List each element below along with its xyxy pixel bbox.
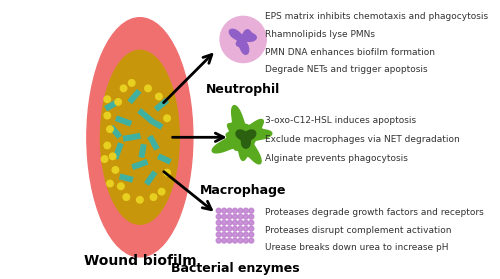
Ellipse shape <box>87 18 193 257</box>
Circle shape <box>222 220 226 225</box>
Circle shape <box>227 232 232 237</box>
Circle shape <box>102 156 108 162</box>
Circle shape <box>232 220 237 225</box>
Circle shape <box>249 220 254 225</box>
Circle shape <box>238 208 243 213</box>
Circle shape <box>227 220 232 225</box>
Ellipse shape <box>100 50 180 224</box>
Circle shape <box>110 153 116 160</box>
Circle shape <box>106 180 113 187</box>
Circle shape <box>128 80 135 86</box>
Circle shape <box>244 232 248 237</box>
Circle shape <box>244 220 248 225</box>
Circle shape <box>158 188 165 195</box>
Circle shape <box>244 226 248 231</box>
Circle shape <box>156 93 162 100</box>
Circle shape <box>112 167 118 173</box>
Text: Bacterial enzymes: Bacterial enzymes <box>170 262 300 275</box>
Text: Neutrophil: Neutrophil <box>206 83 281 96</box>
Circle shape <box>118 183 124 189</box>
Text: Exclude macrophages via NET degradation: Exclude macrophages via NET degradation <box>265 134 460 144</box>
Polygon shape <box>212 105 272 164</box>
Text: EPS matrix inhibits chemotaxis and phagocytosis: EPS matrix inhibits chemotaxis and phago… <box>265 12 488 21</box>
Polygon shape <box>131 159 148 170</box>
Circle shape <box>104 96 110 102</box>
Circle shape <box>232 226 237 231</box>
Circle shape <box>249 232 254 237</box>
Circle shape <box>145 85 152 92</box>
Circle shape <box>106 126 113 133</box>
Circle shape <box>238 226 243 231</box>
Circle shape <box>244 214 248 219</box>
Text: Alginate prevents phagocytosis: Alginate prevents phagocytosis <box>265 154 408 163</box>
Polygon shape <box>144 170 158 186</box>
Polygon shape <box>137 108 154 123</box>
Polygon shape <box>236 130 256 148</box>
Circle shape <box>216 214 221 219</box>
Text: 3-oxo-C12-HSL induces apoptosis: 3-oxo-C12-HSL induces apoptosis <box>265 116 416 124</box>
Circle shape <box>249 208 254 213</box>
Circle shape <box>216 238 221 243</box>
Circle shape <box>238 220 243 225</box>
Text: Rhamnolipids lyse PMNs: Rhamnolipids lyse PMNs <box>265 30 375 39</box>
Text: Proteases disrupt complement activation: Proteases disrupt complement activation <box>265 226 452 235</box>
Circle shape <box>244 238 248 243</box>
Circle shape <box>238 232 243 237</box>
Text: Wound biofilm: Wound biofilm <box>84 254 196 268</box>
Circle shape <box>216 226 221 231</box>
Circle shape <box>249 226 254 231</box>
Circle shape <box>244 208 248 213</box>
Polygon shape <box>128 89 141 104</box>
Polygon shape <box>104 98 121 111</box>
Circle shape <box>232 232 237 237</box>
Text: Degrade NETs and trigger apoptosis: Degrade NETs and trigger apoptosis <box>265 65 428 74</box>
Text: PMN DNA enhances biofilm formation: PMN DNA enhances biofilm formation <box>265 48 435 57</box>
Circle shape <box>216 220 221 225</box>
Circle shape <box>120 85 127 92</box>
Circle shape <box>104 142 110 149</box>
Polygon shape <box>230 29 256 54</box>
Circle shape <box>222 214 226 219</box>
Circle shape <box>249 214 254 219</box>
Polygon shape <box>112 142 124 160</box>
Circle shape <box>222 232 226 237</box>
Polygon shape <box>147 135 160 151</box>
Circle shape <box>164 115 170 122</box>
Circle shape <box>150 194 156 200</box>
Circle shape <box>220 16 266 62</box>
Polygon shape <box>149 118 164 130</box>
Circle shape <box>123 194 130 200</box>
Circle shape <box>216 208 221 213</box>
Text: Urease breaks down urea to increase pH: Urease breaks down urea to increase pH <box>265 243 448 252</box>
Polygon shape <box>154 98 170 112</box>
Circle shape <box>222 238 226 243</box>
Circle shape <box>238 238 243 243</box>
Polygon shape <box>108 125 122 139</box>
Polygon shape <box>122 133 141 142</box>
Circle shape <box>222 208 226 213</box>
Text: Macrophage: Macrophage <box>200 184 286 196</box>
Circle shape <box>227 238 232 243</box>
Circle shape <box>216 232 221 237</box>
Circle shape <box>104 112 110 119</box>
Circle shape <box>232 208 237 213</box>
Polygon shape <box>119 174 134 183</box>
Polygon shape <box>115 116 132 127</box>
Circle shape <box>164 169 170 176</box>
Circle shape <box>238 214 243 219</box>
Circle shape <box>232 214 237 219</box>
Circle shape <box>227 208 232 213</box>
Polygon shape <box>157 153 172 165</box>
Circle shape <box>222 226 226 231</box>
Circle shape <box>227 214 232 219</box>
Circle shape <box>136 196 143 203</box>
Circle shape <box>115 99 121 105</box>
Circle shape <box>232 238 237 243</box>
Circle shape <box>227 226 232 231</box>
Circle shape <box>249 238 254 243</box>
Polygon shape <box>138 144 146 158</box>
Text: Proteases degrade growth factors and receptors: Proteases degrade growth factors and rec… <box>265 208 484 217</box>
